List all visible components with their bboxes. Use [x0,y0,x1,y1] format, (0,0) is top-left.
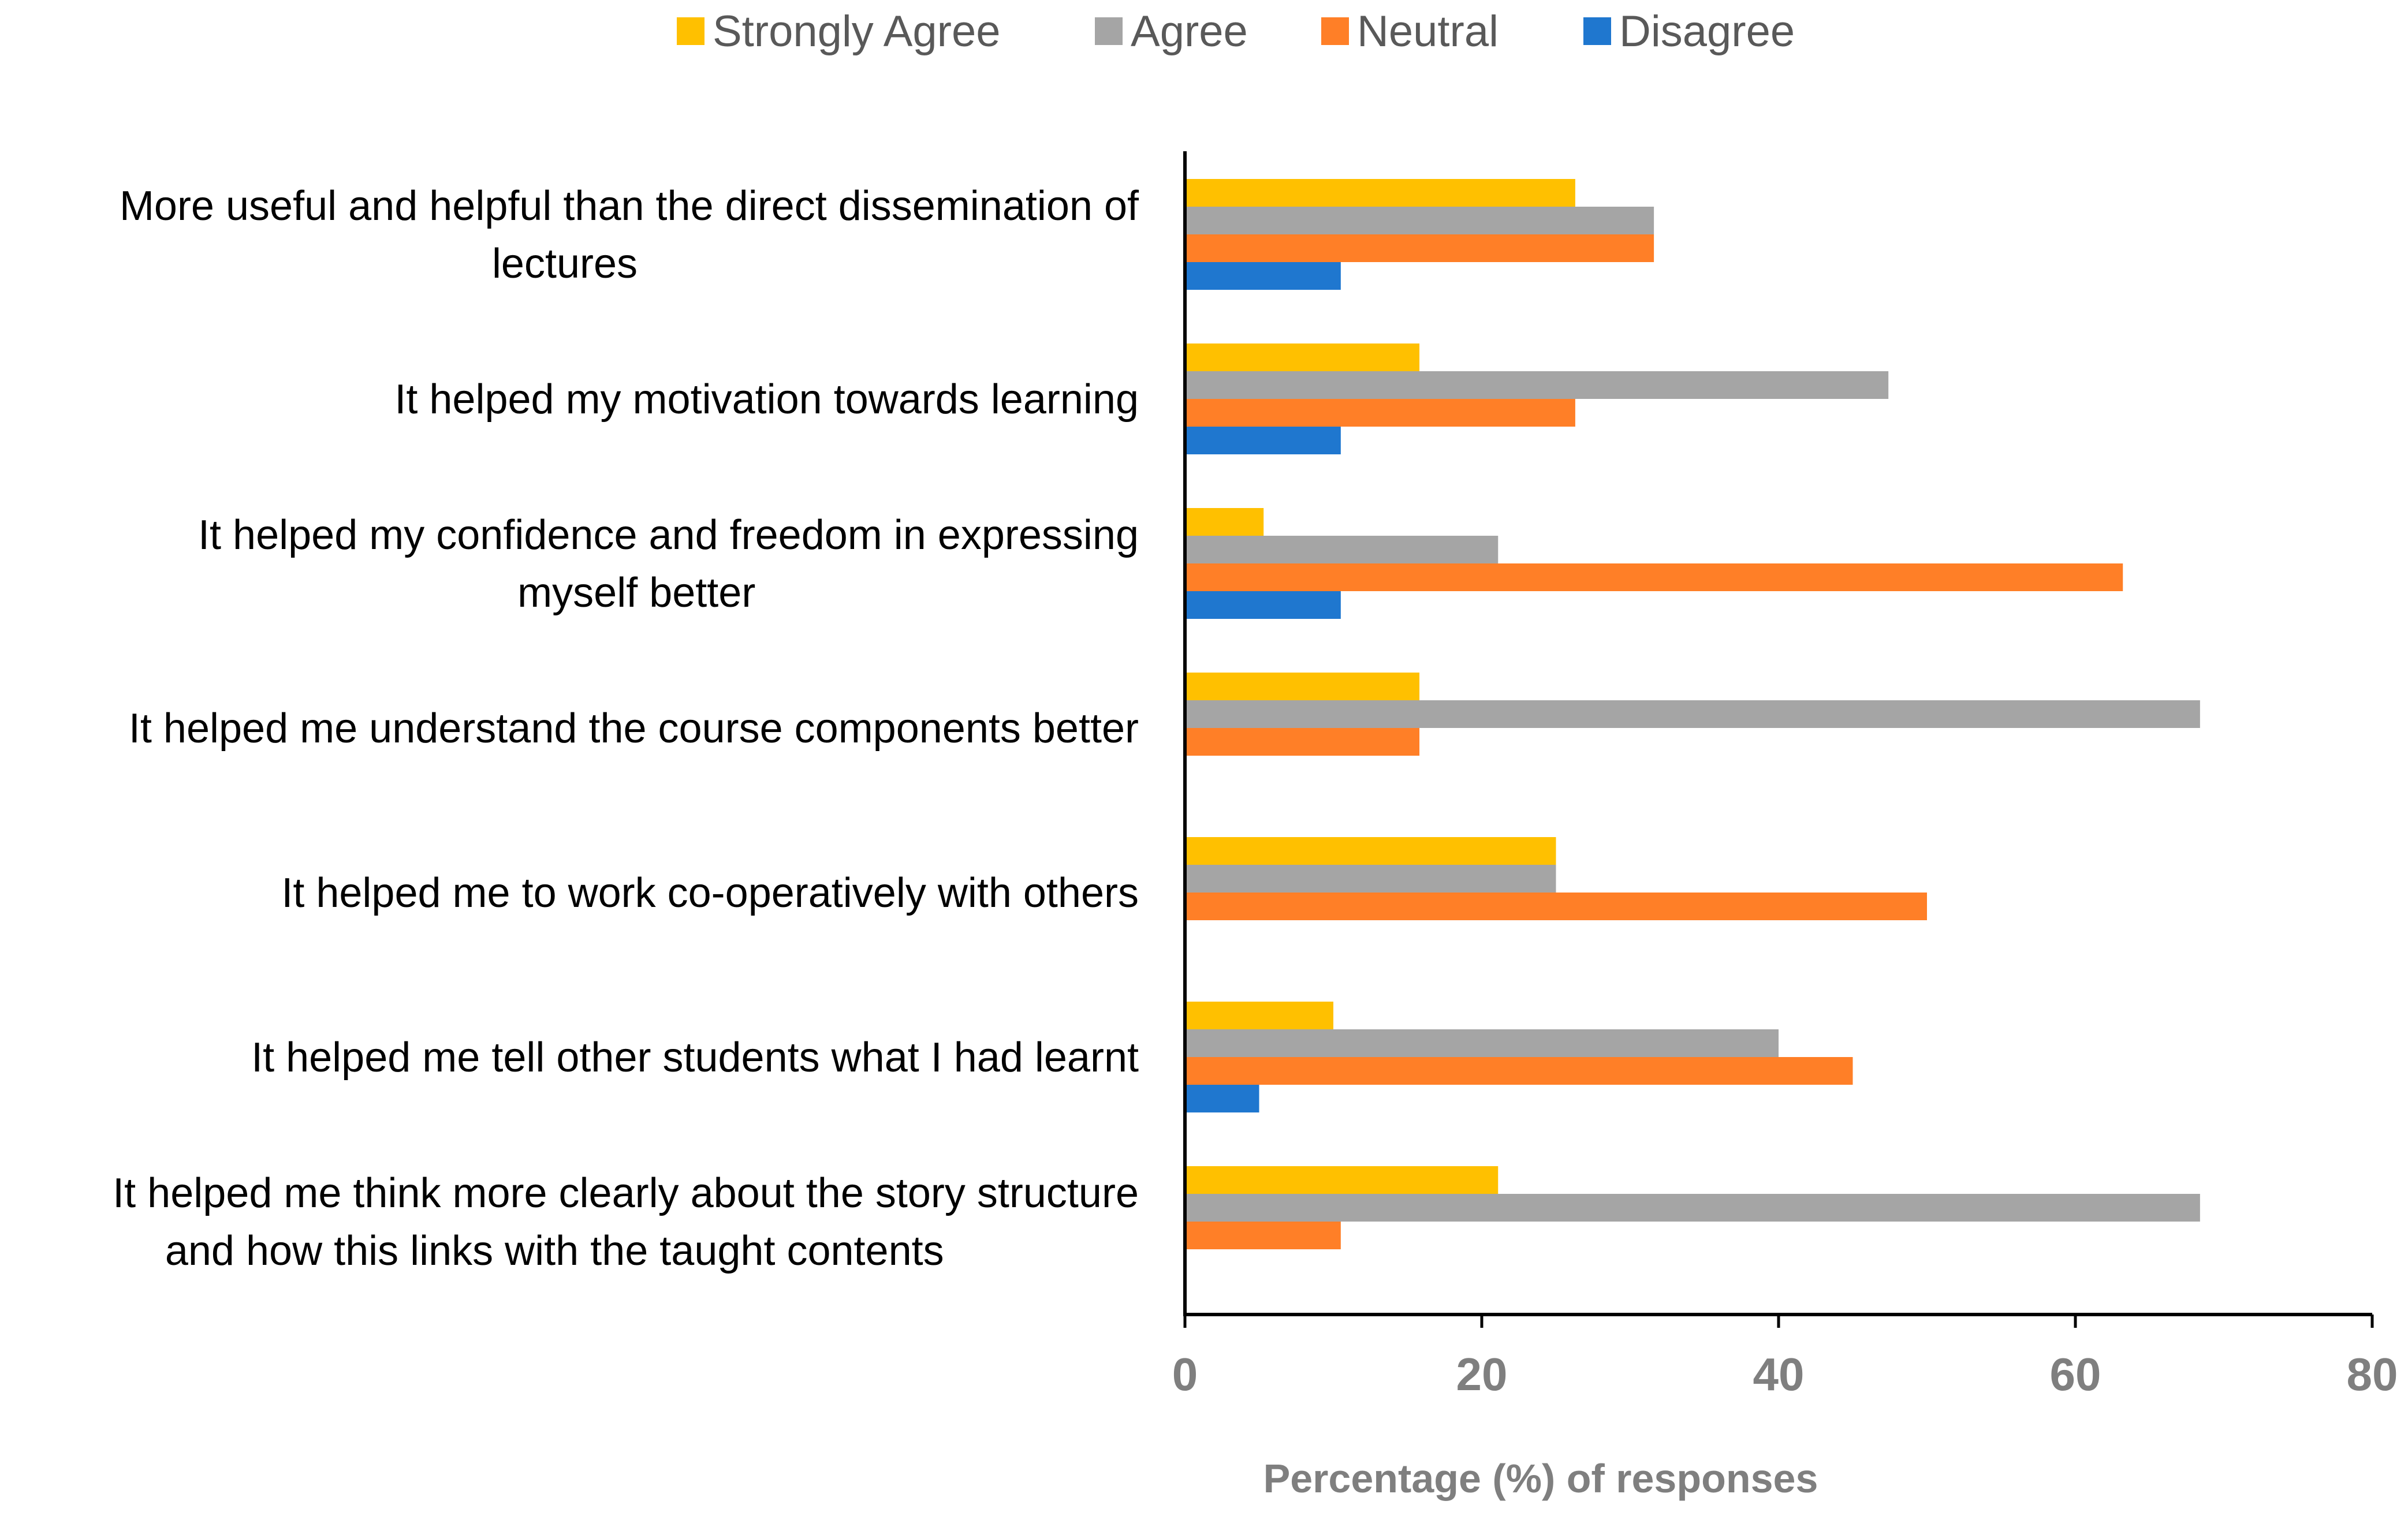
bar-neutral-category-6 [1185,1057,1853,1085]
category-label-7-line-2: and how this links with the taught conte… [165,1228,944,1274]
bar-neutral-category-5 [1185,893,1927,920]
bar-neutral-category-7 [1185,1222,1341,1249]
bar-agree-category-2 [1185,371,1889,399]
bar-agree-category-1 [1185,207,1654,234]
x-tick-label-80: 80 [2347,1349,2398,1400]
bar-neutral-category-2 [1185,399,1575,427]
category-label-3-line-2: myself better [517,570,755,616]
bar-agree-category-3 [1185,536,1499,563]
bar-strongly-agree-category-6 [1185,1002,1333,1029]
category-label-2-line-1: It helped my motivation towards learning [394,376,1139,423]
category-label-7-line-1: It helped me think more clearly about th… [113,1170,1139,1216]
bar-agree-category-4 [1185,700,2200,728]
category-label-3-line-1: It helped my confidence and freedom in e… [198,512,1139,558]
bar-agree-category-7 [1185,1194,2200,1222]
legend: Strongly Agree Agree Neutral Disagree [677,7,1795,56]
legend-label-neutral: Neutral [1357,7,1499,56]
legend-label-disagree: Disagree [1619,7,1795,56]
legend-label-agree: Agree [1131,7,1248,56]
category-label-1-line-2: lectures [492,241,638,287]
bar-disagree-category-6 [1185,1085,1259,1112]
x-tick-label-40: 40 [1753,1349,1805,1400]
bar-neutral-category-1 [1185,234,1654,262]
bar-strongly-agree-category-3 [1185,508,1264,536]
bars [1185,179,2200,1249]
bar-strongly-agree-category-5 [1185,837,1556,865]
category-labels: More useful and helpful than the direct … [113,183,1139,1274]
bar-disagree-category-3 [1185,591,1341,619]
bar-disagree-category-1 [1185,262,1341,290]
legend-swatch-neutral [1321,17,1349,45]
legend-swatch-strongly-agree [677,17,704,45]
category-label-4-line-1: It helped me understand the course compo… [129,705,1139,752]
bar-neutral-category-4 [1185,728,1420,756]
x-tick-label-60: 60 [2050,1349,2101,1400]
x-tick-label-20: 20 [1456,1349,1508,1400]
bar-strongly-agree-category-1 [1185,179,1575,207]
legend-label-strongly-agree: Strongly Agree [713,7,1001,56]
bar-agree-category-5 [1185,865,1556,893]
x-axis-ticks: 0 20 40 60 80 [1172,1315,2398,1400]
legend-swatch-disagree [1583,17,1611,45]
legend-swatch-agree [1095,17,1123,45]
x-tick-label-0: 0 [1172,1349,1198,1400]
x-axis-title: Percentage (%) of responses [1263,1456,1818,1501]
bar-disagree-category-2 [1185,427,1341,454]
bar-agree-category-6 [1185,1029,1779,1057]
category-label-1-line-1: More useful and helpful than the direct … [120,183,1139,229]
bar-strongly-agree-category-7 [1185,1166,1499,1194]
bar-strongly-agree-category-4 [1185,673,1420,700]
category-label-5-line-1: It helped me to work co-operatively with… [281,870,1139,916]
bar-neutral-category-3 [1185,563,2123,591]
category-label-6-line-1: It helped me tell other students what I … [251,1035,1139,1081]
bar-strongly-agree-category-2 [1185,343,1420,371]
